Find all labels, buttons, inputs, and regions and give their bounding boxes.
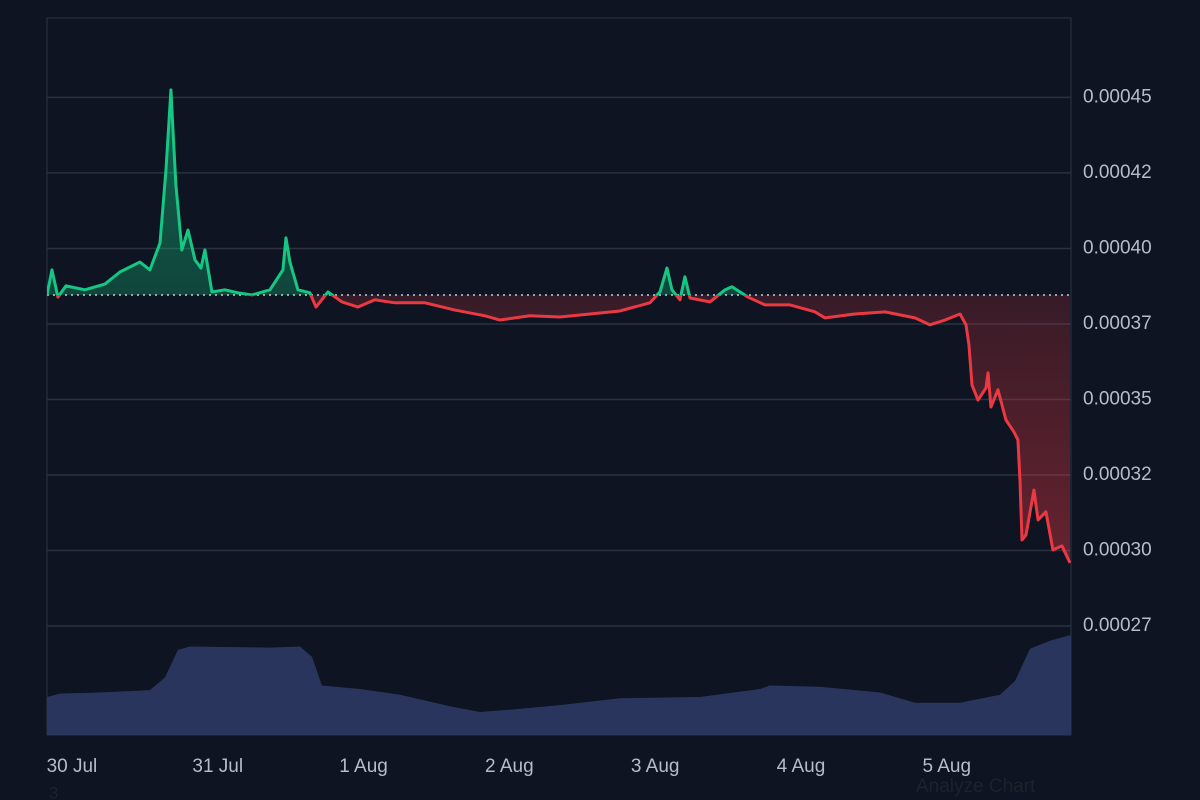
price-line-up [47,88,748,295]
x-tick-label: 4 Aug [777,756,826,777]
x-tick-label: 30 Jul [47,756,98,777]
x-tick-label: 1 Aug [339,756,388,777]
x-tick-label: 31 Jul [192,756,243,777]
area-down [57,294,1070,563]
price-line-down [47,294,1071,564]
plot-frame [46,17,1072,736]
x-tick-label: 5 Aug [922,756,971,777]
x-tick-label: 2 Aug [485,756,534,777]
y-tick-label: 0.00037 [1083,313,1152,334]
y-tick-label: 0.00027 [1083,615,1152,636]
analyze-chart: Analyze Chart [916,776,1036,797]
y-tick-label: 0.00035 [1083,388,1152,409]
x-tick-label: 3 Aug [631,756,680,777]
y-tick-label: 0.00040 [1083,237,1152,258]
y-tick-label: 0.00045 [1083,86,1152,107]
area-up [47,89,1070,295]
y-tick-label: 0.00042 [1083,162,1152,183]
corner-text: 3 [49,783,58,800]
volume-area [47,634,1071,735]
y-tick-label: 0.00030 [1083,539,1152,560]
y-tick-label: 0.00032 [1083,464,1152,485]
